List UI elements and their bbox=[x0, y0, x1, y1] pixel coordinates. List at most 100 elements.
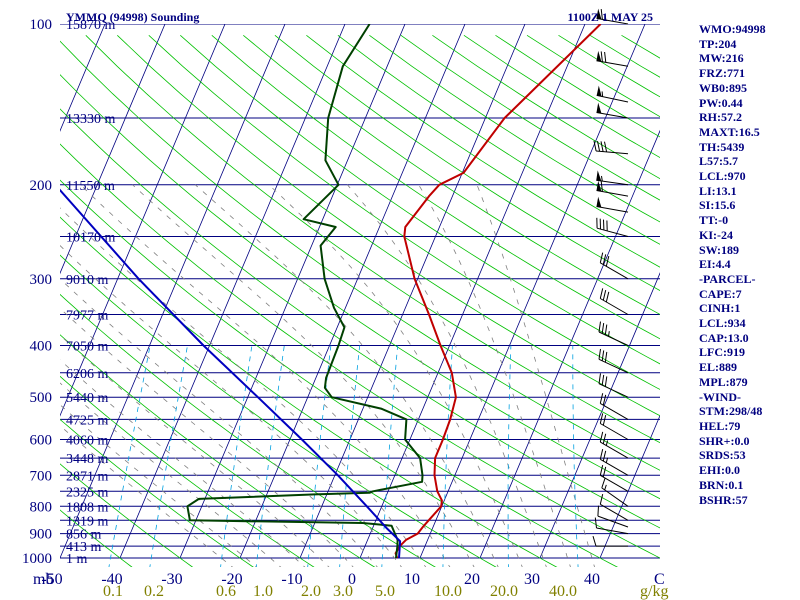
height-label: 1808 m bbox=[66, 500, 109, 515]
height-label: 7050 m bbox=[66, 340, 109, 355]
pressure-tick-label: 1000 bbox=[22, 551, 52, 567]
dry-adiabat-line bbox=[60, 143, 660, 559]
wind-barbs bbox=[592, 8, 629, 547]
dry-adiabat-line bbox=[85, 35, 660, 444]
wind-barb bbox=[599, 493, 629, 521]
index-item: TT:-0 bbox=[699, 213, 729, 228]
index-item: TP:204 bbox=[699, 36, 737, 51]
wind-barb bbox=[599, 431, 629, 459]
moist-adiabat-line bbox=[418, 184, 571, 567]
dry-adiabat-line bbox=[60, 254, 497, 567]
temperature-tick-label: 20 bbox=[464, 571, 480, 588]
moist-adiabat-line bbox=[60, 334, 330, 567]
index-item: LCL:934 bbox=[699, 316, 746, 331]
index-item: CAP:13.0 bbox=[699, 330, 749, 345]
height-label: 7977 m bbox=[66, 309, 109, 324]
wind-barb bbox=[599, 252, 629, 280]
wind-barb bbox=[592, 535, 628, 547]
isotherm-line bbox=[599, 414, 660, 559]
index-item: CAPE:7 bbox=[699, 286, 742, 301]
wind-barb bbox=[596, 102, 629, 119]
dry-adiabat-line bbox=[274, 34, 660, 291]
mixing-ratio-unit: g/kg bbox=[640, 583, 668, 600]
index-item: -WIND- bbox=[699, 389, 741, 404]
index-item: RH:57.2 bbox=[699, 110, 742, 125]
dry-adiabat-line bbox=[60, 509, 133, 567]
dry-adiabat-line bbox=[60, 375, 315, 567]
mixing-ratio-line bbox=[220, 345, 253, 567]
dry-adiabat-line bbox=[60, 40, 660, 471]
height-label: 13330 m bbox=[66, 112, 116, 127]
pressure-tick-label: 900 bbox=[30, 527, 53, 543]
chart-title: YMMQ (94998) Sounding bbox=[66, 10, 199, 24]
index-item: WB0:895 bbox=[699, 80, 747, 95]
wind-barb bbox=[599, 413, 629, 440]
dry-adiabat-line bbox=[60, 334, 376, 567]
temperature-tick-label: -50 bbox=[41, 571, 62, 588]
isotherm-line bbox=[179, 24, 406, 559]
temperature-tick-label: 30 bbox=[524, 571, 540, 588]
height-label: 15870 m bbox=[66, 18, 116, 33]
temperature-trace bbox=[394, 24, 602, 559]
index-item: -PARCEL- bbox=[699, 271, 756, 286]
wind-barb bbox=[596, 85, 629, 103]
pressure-tick-label: 100 bbox=[30, 17, 53, 33]
moist-adiabat-line bbox=[347, 184, 547, 567]
moist-adiabat-line bbox=[60, 382, 282, 567]
height-label: 3448 m bbox=[66, 452, 109, 467]
index-item: EI:4.4 bbox=[699, 257, 731, 272]
pressure-tick-label: 200 bbox=[30, 178, 53, 194]
moist-adiabat-line bbox=[60, 359, 306, 567]
pressure-tick-label: 500 bbox=[30, 390, 53, 406]
height-label: 1319 m bbox=[66, 514, 109, 529]
mixing-ratio-tick-label: 2.0 bbox=[301, 583, 321, 600]
chart-traces bbox=[60, 24, 602, 559]
index-item: MAXT:16.5 bbox=[699, 124, 760, 139]
mixing-ratio-tick-label: 10.0 bbox=[434, 583, 462, 600]
sounding-indices-list: WMO:94998 TP:204 MW:216 FRZ:771 WB0:895 PW:0.… bbox=[699, 22, 799, 507]
moist-adiabat-line bbox=[80, 184, 451, 567]
wind-barb bbox=[599, 288, 629, 315]
dry-adiabat-line bbox=[306, 34, 660, 268]
height-label: 4725 m bbox=[66, 413, 109, 428]
wind-barb bbox=[594, 517, 629, 535]
dry-adiabat-line bbox=[148, 35, 660, 390]
temperature-tick-label: 10 bbox=[404, 571, 420, 588]
moist-adiabat-line bbox=[476, 184, 595, 567]
moist-adiabat-line bbox=[60, 278, 378, 567]
mixing-ratio-tick-label: 0.2 bbox=[144, 583, 164, 600]
temperature-tick-label: 40 bbox=[584, 571, 600, 588]
moist-adiabat-line bbox=[268, 184, 523, 567]
temperature-tick-label: -30 bbox=[161, 571, 182, 588]
index-item: KI:-24 bbox=[699, 227, 733, 242]
height-label: 11550 m bbox=[66, 179, 115, 194]
dry-adiabat-line bbox=[180, 35, 660, 365]
dry-adiabat-line bbox=[243, 34, 660, 315]
mixing-ratio-tick-label: 20.0 bbox=[490, 583, 518, 600]
dry-adiabat-line bbox=[60, 74, 660, 500]
index-item: EHI:0.0 bbox=[699, 463, 741, 478]
pressure-tick-label: 700 bbox=[30, 468, 53, 484]
chart-time: 1100Z 1 MAY 25 bbox=[568, 10, 653, 24]
wind-barb bbox=[601, 477, 629, 507]
pressure-tick-label: 300 bbox=[30, 272, 53, 288]
chart-grid bbox=[60, 24, 660, 567]
wind-barb bbox=[596, 196, 629, 213]
dry-adiabat-line bbox=[60, 108, 660, 529]
dry-adiabat-line bbox=[117, 35, 660, 417]
index-item: MPL:879 bbox=[699, 374, 748, 389]
x-axis-unit: C bbox=[654, 571, 665, 588]
wind-barb bbox=[596, 170, 629, 186]
index-item: WMO:94998 bbox=[699, 22, 766, 36]
height-label: 5440 m bbox=[66, 391, 109, 406]
mixing-ratio-tick-label: 40.0 bbox=[549, 583, 577, 600]
index-item: SRDS:53 bbox=[699, 448, 746, 463]
index-item: HEL:79 bbox=[699, 418, 741, 433]
wind-barb bbox=[593, 140, 629, 155]
dry-adiabat-line bbox=[60, 463, 194, 567]
pressure-tick-label: 600 bbox=[30, 433, 53, 449]
wind-barb bbox=[598, 348, 629, 374]
index-item: SI:15.6 bbox=[699, 198, 736, 213]
